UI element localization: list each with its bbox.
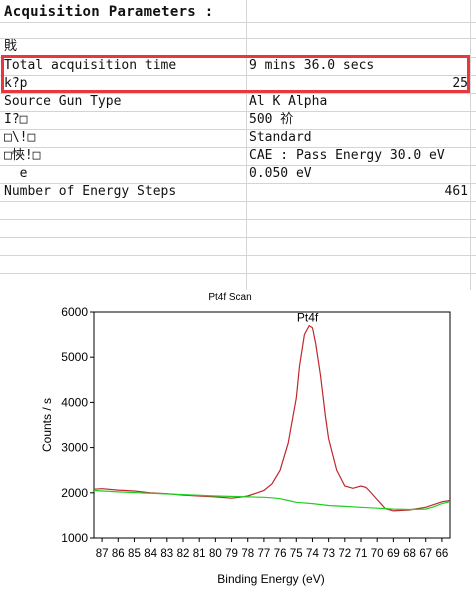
row-divider	[0, 22, 476, 23]
x-tick-label: 87	[96, 548, 109, 560]
row-divider	[0, 183, 476, 184]
y-tick-label: 4000	[61, 395, 88, 409]
y-tick-label: 6000	[61, 305, 88, 319]
x-tick-label: 71	[355, 548, 368, 560]
row-label-number-of-energy-steps[interactable]: Number of Energy Steps	[4, 184, 177, 199]
x-tick-label: 75	[290, 548, 303, 560]
row-value[interactable]: 500 祄	[249, 112, 294, 127]
x-tick-label: 67	[419, 548, 432, 560]
x-tick-label: 76	[274, 548, 287, 560]
row-label[interactable]: 戝	[4, 39, 18, 54]
row-value-total-acquisition-time[interactable]: 9 mins 36.0 secs	[249, 58, 375, 73]
y-tick-label: 3000	[61, 441, 88, 455]
x-tick-label: 84	[144, 548, 157, 560]
x-tick-label: 72	[338, 548, 351, 560]
y-tick-label: 5000	[61, 350, 88, 364]
y-tick-label: 2000	[61, 486, 88, 500]
spreadsheet-area: Acquisition Parameters : 戝 Total acquisi…	[0, 0, 476, 290]
x-tick-label: 73	[322, 548, 335, 560]
x-tick-label: 82	[177, 548, 190, 560]
plot-area-frame	[93, 311, 451, 539]
x-tick-label: 81	[193, 548, 206, 560]
x-tick-label: 86	[112, 548, 125, 560]
row-count-number-of-energy-steps[interactable]: 461	[444, 184, 468, 199]
row-divider	[0, 129, 476, 130]
x-tick-label: 78	[241, 548, 254, 560]
annotation-pt4f: Pt4f	[297, 310, 319, 324]
row-divider	[0, 38, 476, 39]
row-label[interactable]: □悏!□	[4, 148, 41, 163]
column-divider	[246, 0, 247, 290]
row-value-source-gun-type[interactable]: Al K Alpha	[249, 94, 328, 109]
row-label[interactable]: e	[4, 166, 28, 181]
row-value[interactable]: Standard	[249, 130, 312, 145]
sheet-title[interactable]: Acquisition Parameters :	[4, 4, 214, 20]
x-tick-label: 70	[371, 548, 384, 560]
x-tick-label: 80	[209, 548, 222, 560]
x-tick-label: 68	[403, 548, 416, 560]
row-label[interactable]: □\!□	[4, 130, 36, 145]
row-divider	[0, 255, 476, 256]
x-axis-label: Binding Energy (eV)	[217, 572, 324, 586]
row-value[interactable]: 0.050 eV	[249, 166, 312, 181]
x-tick-label: 66	[436, 548, 449, 560]
row-divider	[0, 237, 476, 238]
row-label[interactable]: I?□	[4, 112, 28, 127]
row-divider	[0, 111, 476, 112]
x-tick-label: 74	[306, 548, 319, 560]
spectrum-line	[93, 324, 451, 512]
row-divider	[0, 201, 476, 202]
column-divider	[470, 0, 471, 290]
x-tick-label: 69	[387, 548, 400, 560]
pt4f-scan-chart: Pt4f Scan 1000 2000 3000 4000 5000 6000 87 86 85…	[0, 290, 476, 600]
row-count[interactable]: 25	[452, 76, 468, 91]
chart-svg: Pt4f Scan 1000 2000 3000 4000 5000 6000 87 86 85…	[40, 292, 451, 586]
row-divider	[0, 147, 476, 148]
row-divider	[0, 219, 476, 220]
x-tick-label: 85	[128, 548, 141, 560]
row-label[interactable]: k?p	[4, 76, 28, 91]
y-axis-label: Counts / s	[40, 398, 54, 452]
chart-title: Pt4f Scan	[208, 292, 251, 303]
x-tick-label: 77	[258, 548, 271, 560]
row-divider	[0, 93, 476, 94]
row-divider	[0, 75, 476, 76]
row-divider	[0, 165, 476, 166]
row-label-source-gun-type[interactable]: Source Gun Type	[4, 94, 122, 109]
row-value[interactable]: CAE : Pass Energy 30.0 eV	[249, 148, 445, 163]
row-divider	[0, 273, 476, 274]
x-tick-label: 83	[160, 548, 173, 560]
x-tick-label: 79	[225, 548, 238, 560]
row-label-total-acquisition-time[interactable]: Total acquisition time	[4, 58, 177, 73]
background-line	[93, 489, 451, 511]
y-tick-label: 1000	[61, 531, 88, 545]
